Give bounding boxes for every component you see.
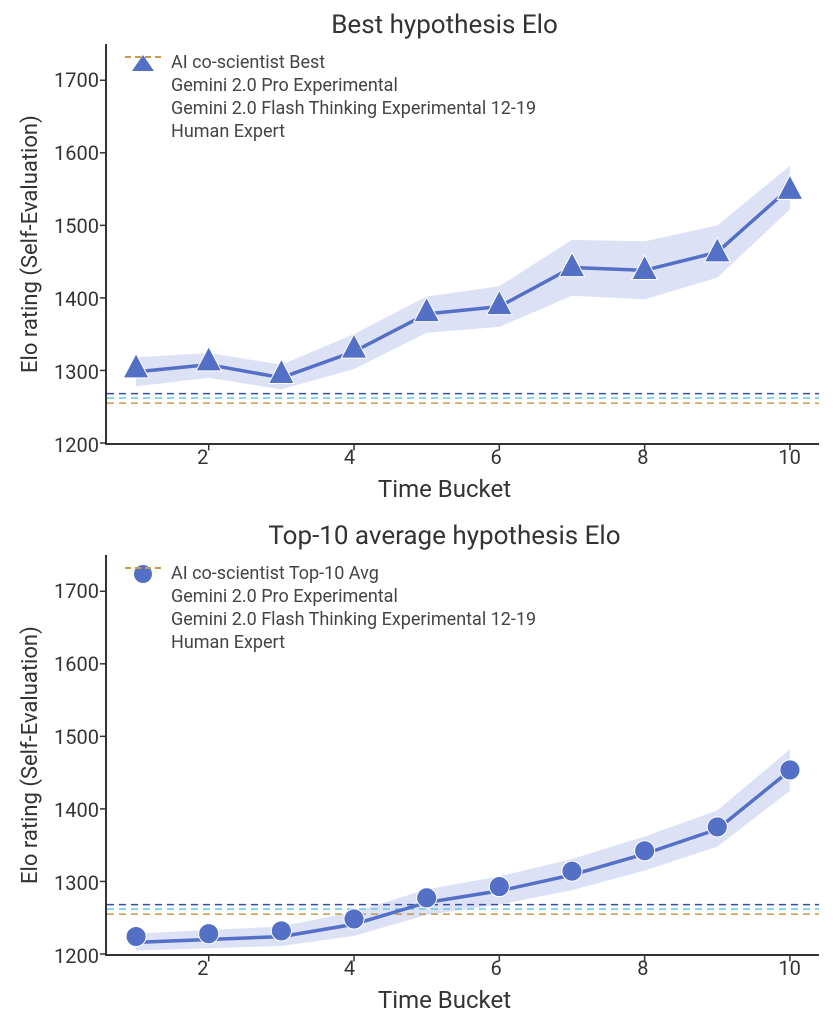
chart-title-top: Best hypothesis Elo: [10, 10, 819, 40]
x-tick-label: 2: [197, 445, 208, 469]
triangle-marker: [559, 252, 585, 276]
triangle-marker: [632, 255, 658, 279]
triangle-marker: [704, 238, 730, 262]
circle-marker: [780, 760, 800, 780]
y-tick-label: 1700: [54, 68, 99, 92]
x-tick-label: 8: [637, 445, 648, 469]
x-tick-label: 4: [344, 956, 355, 980]
plot-row-top: 170016001500140013001200 AI co-scientist…: [51, 44, 819, 445]
plot-container-top: Elo rating (Self-Evaluation) 1700 1600 150…: [10, 44, 819, 445]
y-ticks-bottom: 170016001500140013001200: [51, 555, 105, 956]
x-axis-label-top: Time Bucket: [10, 473, 819, 503]
plot-area-bottom: AI co-scientist Top-10 AvgGemini 2.0 Pro…: [105, 555, 819, 956]
y-axis-label-top: Elo rating (Self-Evaluation): [10, 44, 51, 445]
circle-marker: [635, 841, 655, 861]
panel-best-hypothesis: Best hypothesis Elo Elo rating (Self-Eva…: [10, 10, 819, 503]
triangle-marker: [269, 359, 295, 383]
triangle-marker: [414, 297, 440, 321]
x-tick-label: 8: [637, 956, 648, 980]
x-ticks-top: 2 4 6 8 10: [100, 445, 819, 473]
y-tick-label: 1200: [54, 433, 99, 457]
x-axis-row-bottom: 2 4 6 8 10: [10, 956, 819, 984]
x-tick-label: 10: [778, 445, 800, 469]
x-tick-label: 2: [197, 956, 208, 980]
circle-marker: [417, 888, 437, 908]
circle-marker: [344, 909, 364, 929]
x-tick-label: 4: [344, 445, 355, 469]
circle-marker: [271, 921, 291, 941]
y-tick-label: 1300: [54, 360, 99, 384]
y-tick-label: 1400: [54, 287, 99, 311]
legend-item: Human Expert: [125, 121, 536, 142]
circle-marker: [707, 817, 727, 837]
triangle-marker: [341, 334, 367, 358]
x-tick-label: 6: [491, 445, 502, 469]
y-tick-label: 1200: [54, 944, 99, 968]
legend-swatch: [125, 123, 161, 141]
triangle-marker: [487, 290, 513, 314]
y-tick-label: 1400: [54, 798, 99, 822]
chart-title-bottom: Top-10 average hypothesis Elo: [10, 521, 819, 551]
x-tick-label: 10: [778, 956, 800, 980]
x-tick-label: 6: [491, 956, 502, 980]
y-axis-label-bottom: Elo rating (Self-Evaluation): [10, 555, 51, 956]
legend-top: AI co-scientist BestGemini 2.0 Pro Exper…: [125, 52, 536, 144]
x-axis-row-top: 2 4 6 8 10: [10, 445, 819, 473]
triangle-marker: [196, 347, 222, 371]
triangle-marker: [777, 175, 803, 199]
legend-item: Human Expert: [125, 632, 536, 653]
panel-top10-avg: Top-10 average hypothesis Elo Elo rating…: [10, 521, 819, 1014]
plot-container-bottom: Elo rating (Self-Evaluation) 1700 1600 150…: [10, 555, 819, 956]
y-tick-label: 1600: [54, 652, 99, 676]
circle-marker: [126, 926, 146, 946]
x-ticks-bottom: 2 4 6 8 10: [100, 956, 819, 984]
y-tick-label: 1300: [54, 871, 99, 895]
circle-marker: [562, 861, 582, 881]
plot-row-bottom: 170016001500140013001200 AI co-scientist…: [51, 555, 819, 956]
y-tick-label: 1700: [54, 579, 99, 603]
x-axis-label-bottom: Time Bucket: [10, 984, 819, 1014]
y-ticks-top: 170016001500140013001200: [51, 44, 105, 445]
legend-bottom: AI co-scientist Top-10 AvgGemini 2.0 Pro…: [125, 563, 536, 655]
circle-marker: [489, 877, 509, 897]
y-tick-label: 1500: [54, 214, 99, 238]
y-tick-label: 1500: [54, 725, 99, 749]
legend-swatch: [125, 634, 161, 652]
y-tick-label: 1600: [54, 141, 99, 165]
plot-area-top: AI co-scientist BestGemini 2.0 Pro Exper…: [105, 44, 819, 445]
triangle-marker: [123, 354, 149, 378]
circle-marker: [199, 924, 219, 944]
